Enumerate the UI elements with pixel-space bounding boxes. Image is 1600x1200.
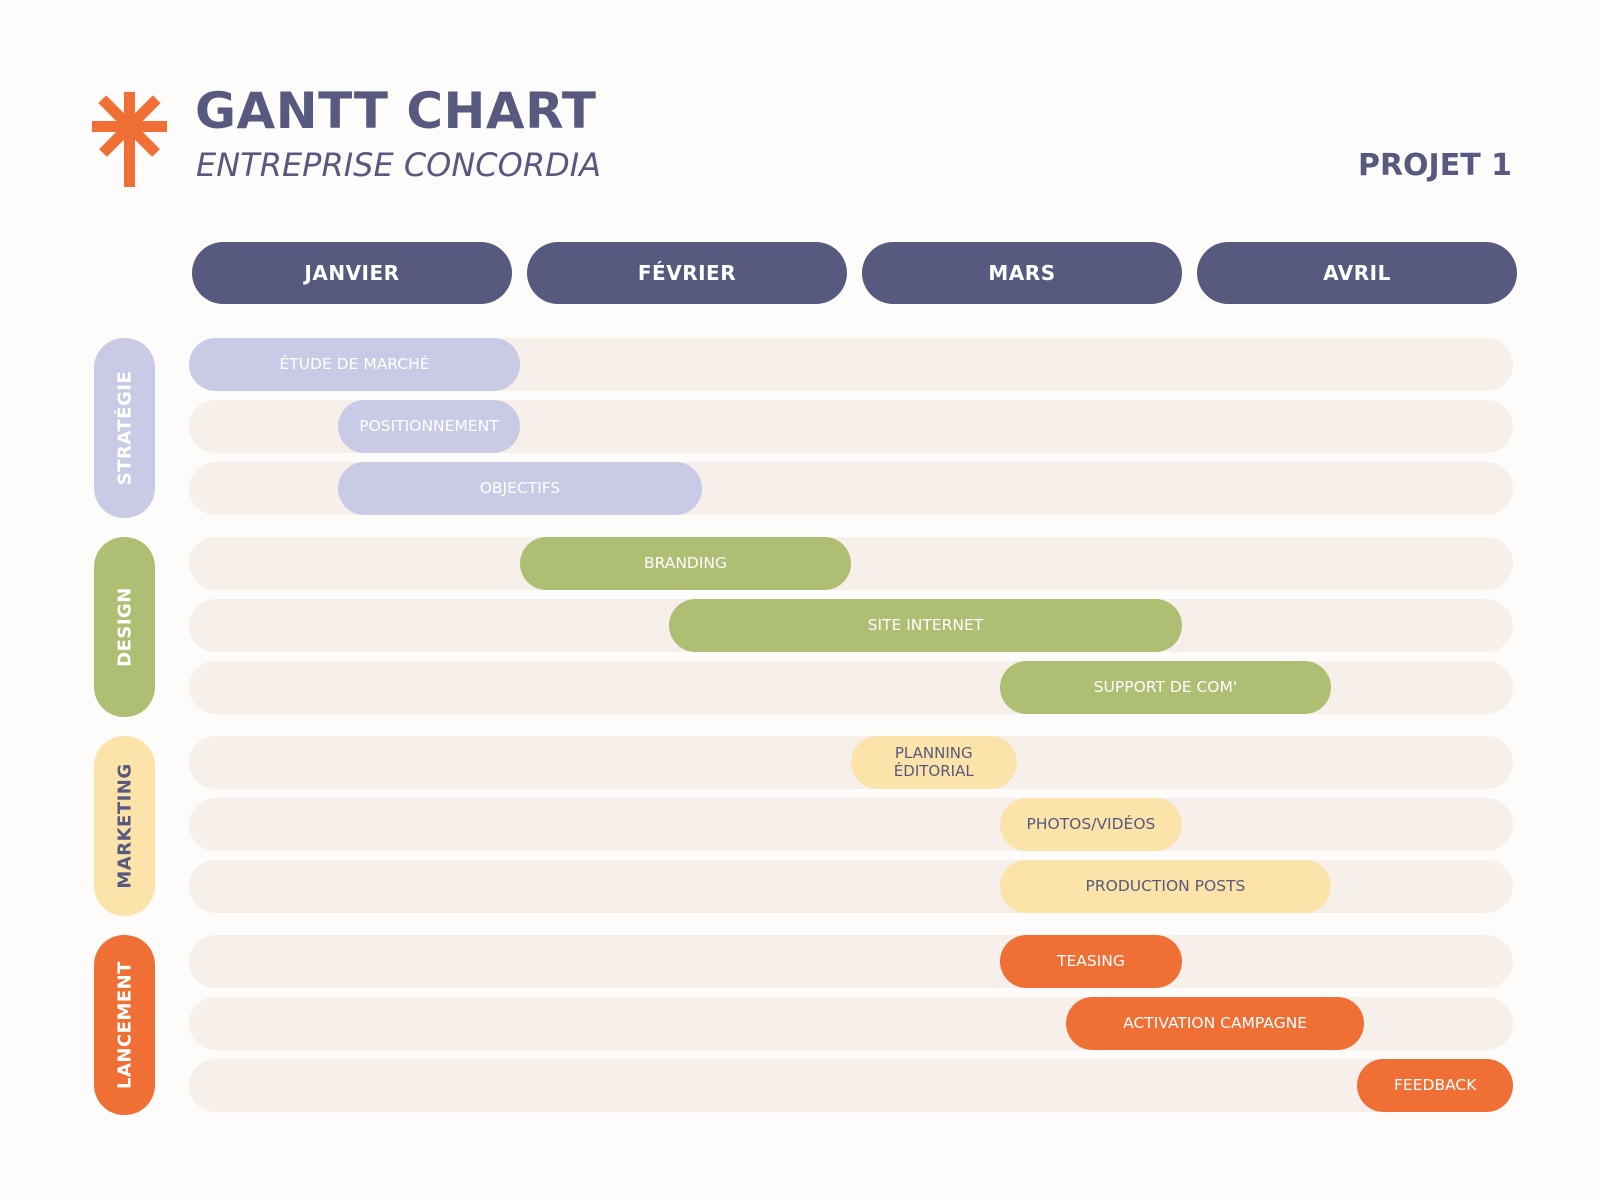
group-label-text: MARKETING: [114, 763, 135, 889]
group-label: MARKETING: [94, 736, 155, 916]
task-bar: PRODUCTION POSTS: [999, 860, 1331, 913]
group-label-text: LANCEMENT: [114, 960, 135, 1090]
task-row-track: [189, 935, 1513, 988]
task-bar: POSITIONNEMENT: [337, 400, 520, 453]
month-header: JANVIER: [192, 242, 512, 304]
task-bar: ÉTUDE DE MARCHÉ: [189, 338, 520, 391]
task-row-track: [189, 537, 1513, 590]
asterisk-cross-logo-icon: [92, 92, 167, 187]
page-subtitle: ENTREPRISE CONCORDIA: [196, 146, 602, 184]
task-row-track: [189, 798, 1513, 851]
month-header: MARS: [862, 242, 1182, 304]
task-row-track: [189, 1059, 1513, 1112]
group-label-text: DESIGN: [114, 587, 135, 667]
task-bar: PLANNING ÉDITORIAL: [851, 736, 1017, 789]
task-bar: SUPPORT DE COM': [999, 661, 1331, 714]
task-bar: ACTIVATION CAMPAGNE: [1066, 997, 1365, 1050]
task-bar: FEEDBACK: [1357, 1059, 1513, 1112]
month-header: AVRIL: [1197, 242, 1517, 304]
task-bar: SITE INTERNET: [668, 599, 1182, 652]
task-bar: PHOTOS/VIDÉOS: [999, 798, 1182, 851]
group-label: STRATÉGIE: [94, 338, 155, 518]
task-bar: TEASING: [999, 935, 1182, 988]
group-label-text: STRATÉGIE: [114, 370, 135, 486]
task-bar: BRANDING: [520, 537, 851, 590]
project-label: PROJET 1: [1357, 148, 1512, 183]
group-label: DESIGN: [94, 537, 155, 717]
month-header: FÉVRIER: [527, 242, 847, 304]
group-label: LANCEMENT: [94, 935, 155, 1115]
task-bar: OBJECTIFS: [337, 462, 703, 515]
page-title: GANTT CHART: [195, 82, 597, 140]
